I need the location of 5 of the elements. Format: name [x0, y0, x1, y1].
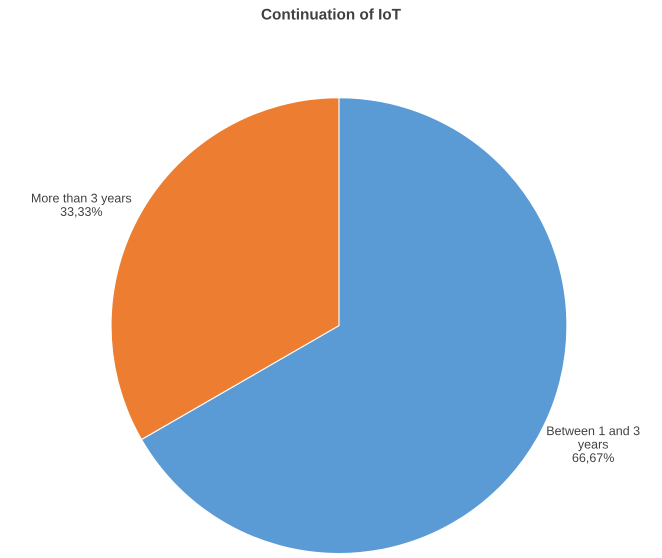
slice-label: More than 3 years [32, 193, 132, 205]
data-label: 66,67% [572, 453, 614, 464]
slice-label: Between 1 and 3 years [547, 426, 640, 452]
data-label: 33,33% [60, 207, 102, 218]
chart-title: Continuation of IoT [262, 8, 401, 20]
